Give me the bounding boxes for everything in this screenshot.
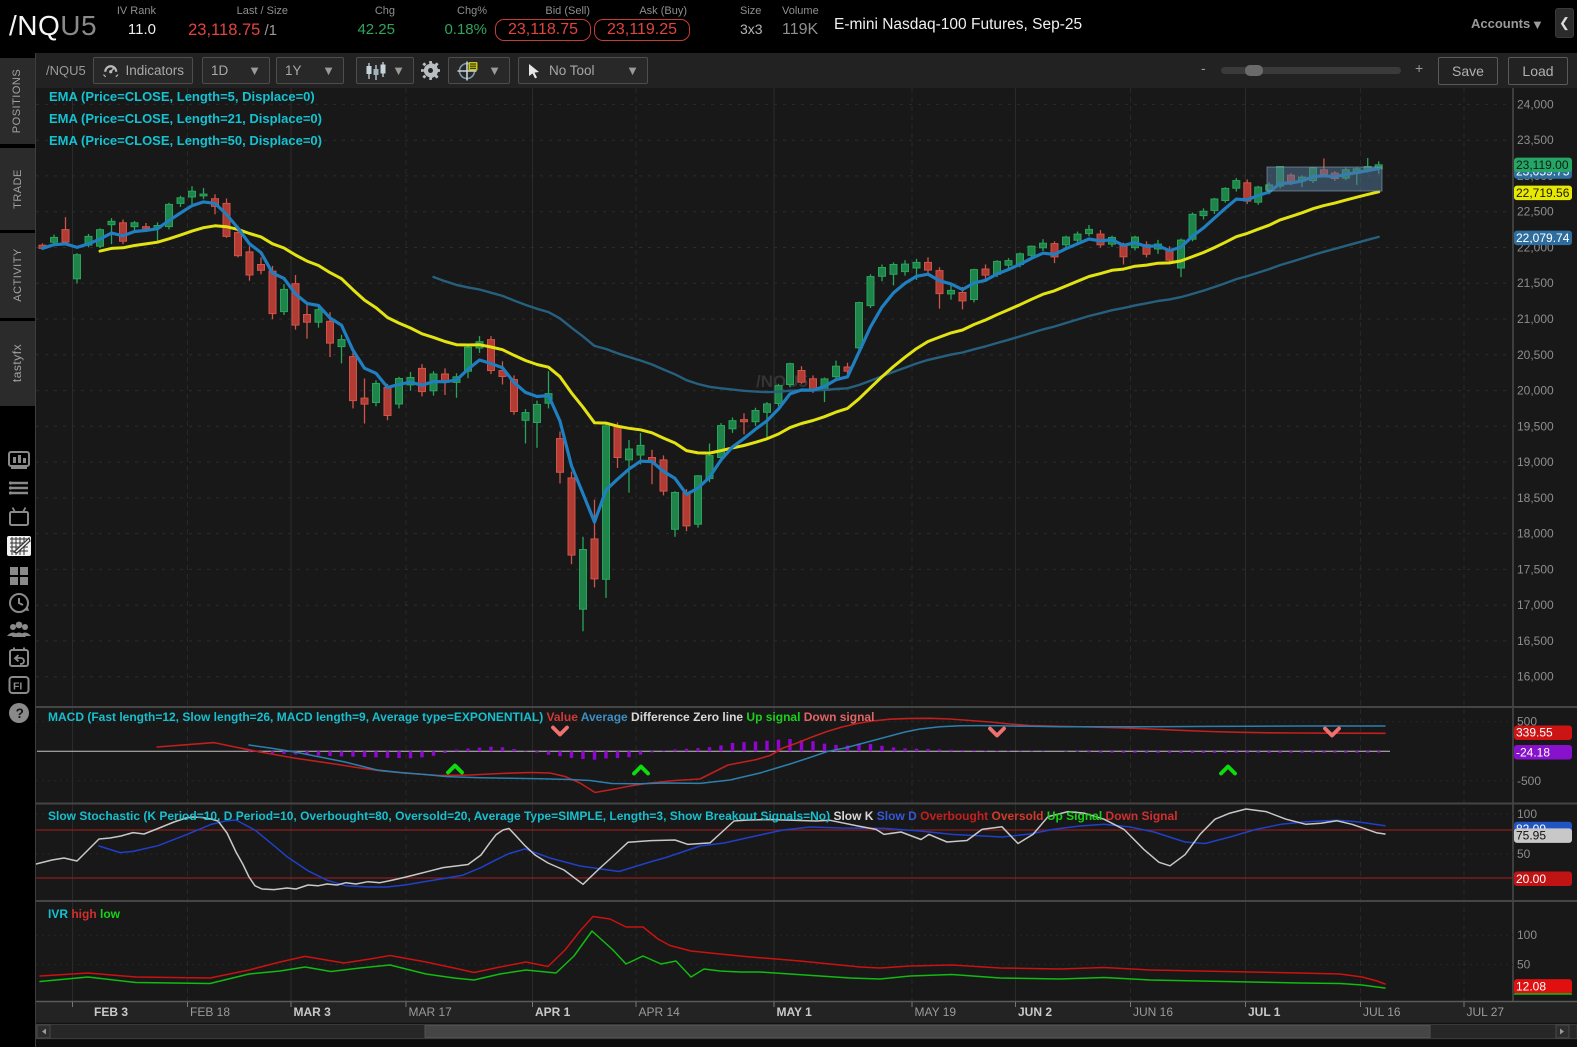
svg-text:?: ? bbox=[16, 706, 24, 721]
svg-text:JUN 2: JUN 2 bbox=[1018, 1005, 1052, 1019]
svg-text:20.00: 20.00 bbox=[1516, 872, 1546, 886]
svg-text:IVR high low: IVR high low bbox=[48, 907, 121, 921]
svg-text:-500: -500 bbox=[1517, 774, 1541, 788]
svg-text:50: 50 bbox=[1517, 847, 1531, 861]
svg-text:21,500: 21,500 bbox=[1517, 276, 1554, 290]
svg-text:22,500: 22,500 bbox=[1517, 205, 1554, 219]
svg-text:12.08: 12.08 bbox=[1516, 980, 1546, 994]
svg-text:EMA (Price=CLOSE, Length=50, D: EMA (Price=CLOSE, Length=50, Displace=0) bbox=[49, 133, 322, 148]
svg-text:Slow Stochastic (K Period=10,: Slow Stochastic (K Period=10, D Period=1… bbox=[48, 809, 1178, 823]
svg-text:FI: FI bbox=[13, 681, 22, 693]
svg-text:100: 100 bbox=[1517, 807, 1537, 821]
svg-text:MAR 17: MAR 17 bbox=[409, 1005, 453, 1019]
svg-text:22,719.56: 22,719.56 bbox=[1516, 186, 1570, 200]
svg-text:17,000: 17,000 bbox=[1517, 598, 1554, 612]
svg-text:APR 1: APR 1 bbox=[535, 1005, 571, 1019]
svg-text:16,000: 16,000 bbox=[1517, 670, 1554, 684]
svg-text:19,000: 19,000 bbox=[1517, 455, 1554, 469]
svg-text:20,500: 20,500 bbox=[1517, 348, 1554, 362]
svg-text:22,079.74: 22,079.74 bbox=[1516, 231, 1570, 245]
svg-text:21,000: 21,000 bbox=[1517, 312, 1554, 326]
svg-text:FEB 18: FEB 18 bbox=[190, 1005, 230, 1019]
svg-text:20,000: 20,000 bbox=[1517, 384, 1554, 398]
svg-text:18,000: 18,000 bbox=[1517, 527, 1554, 541]
svg-text:-24.18: -24.18 bbox=[1516, 745, 1550, 759]
svg-text:MACD (Fast length=12, Slow len: MACD (Fast length=12, Slow length=26, MA… bbox=[48, 710, 874, 724]
svg-text:MAR 3: MAR 3 bbox=[294, 1005, 332, 1019]
svg-text:24,000: 24,000 bbox=[1517, 97, 1554, 111]
svg-text:50: 50 bbox=[1517, 958, 1531, 972]
svg-text:EMA (Price=CLOSE, Length=21, D: EMA (Price=CLOSE, Length=21, Displace=0) bbox=[49, 111, 322, 126]
svg-text:EMA (Price=CLOSE, Length=5, Di: EMA (Price=CLOSE, Length=5, Displace=0) bbox=[49, 89, 315, 104]
svg-text:JUL 1: JUL 1 bbox=[1248, 1005, 1281, 1019]
svg-text:500: 500 bbox=[1517, 715, 1537, 729]
svg-text:FEB 3: FEB 3 bbox=[94, 1005, 128, 1019]
svg-text:JUL 16: JUL 16 bbox=[1363, 1005, 1401, 1019]
svg-text:APR 14: APR 14 bbox=[639, 1005, 681, 1019]
svg-text:MAY 19: MAY 19 bbox=[915, 1005, 957, 1019]
svg-text:17,500: 17,500 bbox=[1517, 562, 1554, 576]
svg-text:JUL 27: JUL 27 bbox=[1467, 1005, 1505, 1019]
svg-text:23,500: 23,500 bbox=[1517, 133, 1554, 147]
svg-text:/NQU5: /NQU5 bbox=[756, 372, 808, 391]
svg-text:339.55: 339.55 bbox=[1516, 726, 1553, 740]
svg-text:JUN 16: JUN 16 bbox=[1133, 1005, 1173, 1019]
svg-text:75.95: 75.95 bbox=[1516, 829, 1546, 843]
svg-text:16,500: 16,500 bbox=[1517, 634, 1554, 648]
svg-text:100: 100 bbox=[1517, 928, 1537, 942]
svg-text:19,500: 19,500 bbox=[1517, 419, 1554, 433]
svg-text:MAY 1: MAY 1 bbox=[777, 1005, 813, 1019]
svg-text:23,119.00: 23,119.00 bbox=[1516, 158, 1569, 172]
svg-text:18,500: 18,500 bbox=[1517, 491, 1554, 505]
